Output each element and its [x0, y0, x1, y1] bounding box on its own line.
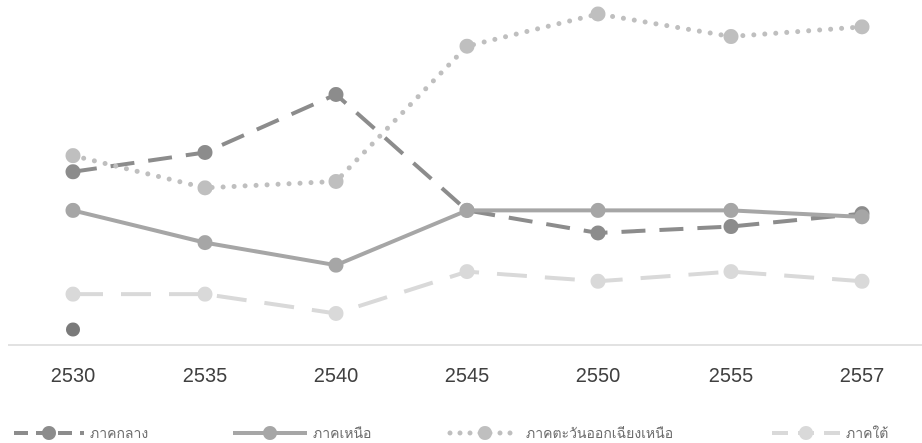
legend-swatch-marker	[263, 426, 277, 440]
data-point	[65, 164, 81, 180]
x-tick-label: 2557	[840, 365, 885, 387]
x-tick-label: 2550	[576, 365, 621, 387]
legend-swatch-marker	[42, 426, 56, 440]
data-point	[65, 202, 81, 218]
data-point	[590, 6, 606, 22]
series-4	[65, 264, 870, 321]
data-point	[854, 273, 870, 289]
data-point	[723, 202, 739, 218]
data-point	[459, 38, 475, 54]
x-tick-label: 2540	[314, 365, 359, 387]
legend-item: ภาคตะวันออกเฉียงเหนือ	[447, 426, 673, 442]
data-point	[459, 202, 475, 218]
legend-label: ภาคตะวันออกเฉียงเหนือ	[526, 426, 673, 442]
data-point	[197, 144, 213, 160]
x-tick-label: 2545	[445, 365, 490, 387]
data-point	[723, 264, 739, 280]
data-point	[197, 180, 213, 196]
legend-item: ภาคกลาง	[14, 426, 148, 442]
legend: ภาคกลาง ภาคเหนือ ภาคตะวันออกเฉียงเหนือ ภาคใ…	[14, 425, 888, 442]
data-point	[328, 173, 344, 189]
legend-item: ภาคเหนือ	[233, 426, 371, 442]
series-2	[65, 202, 870, 273]
legend-swatch-marker	[478, 426, 492, 440]
data-point	[854, 19, 870, 35]
data-point	[328, 305, 344, 321]
x-tick-labels: 2530 2535 2540 2545 2550 2555 2557	[51, 365, 885, 387]
data-point	[328, 87, 344, 102]
data-point	[459, 264, 475, 280]
legend-swatch-marker	[799, 426, 813, 440]
legend-label: ภาคกลาง	[90, 426, 148, 442]
data-point	[65, 286, 81, 302]
data-point	[197, 286, 213, 302]
data-point	[723, 29, 739, 45]
legend-item: ภาคใต้	[772, 425, 888, 442]
data-point	[723, 219, 739, 235]
data-point	[197, 235, 213, 251]
legend-label: ภาคใต้	[846, 425, 888, 442]
data-point	[854, 209, 870, 225]
x-tick-label: 2555	[709, 365, 754, 387]
plot-series-group	[65, 6, 870, 337]
x-tick-label: 2530	[51, 365, 96, 387]
x-tick-label: 2535	[183, 365, 228, 387]
data-point	[590, 225, 606, 241]
data-point	[328, 257, 344, 273]
legend-label: ภาคเหนือ	[313, 426, 371, 442]
series-line	[72, 208, 863, 268]
data-point	[65, 148, 81, 164]
outlier-data-point	[66, 322, 80, 337]
data-point	[590, 273, 606, 289]
series-3	[65, 6, 870, 196]
data-point	[590, 202, 606, 218]
